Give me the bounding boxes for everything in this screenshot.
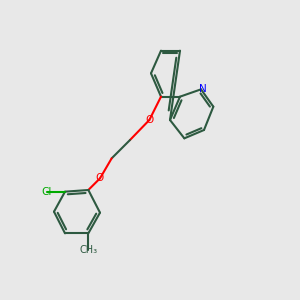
Text: CH₃: CH₃ [79,245,98,255]
Text: N: N [199,84,207,94]
Text: O: O [145,115,154,125]
Text: Cl: Cl [41,187,52,197]
Text: O: O [96,173,104,183]
